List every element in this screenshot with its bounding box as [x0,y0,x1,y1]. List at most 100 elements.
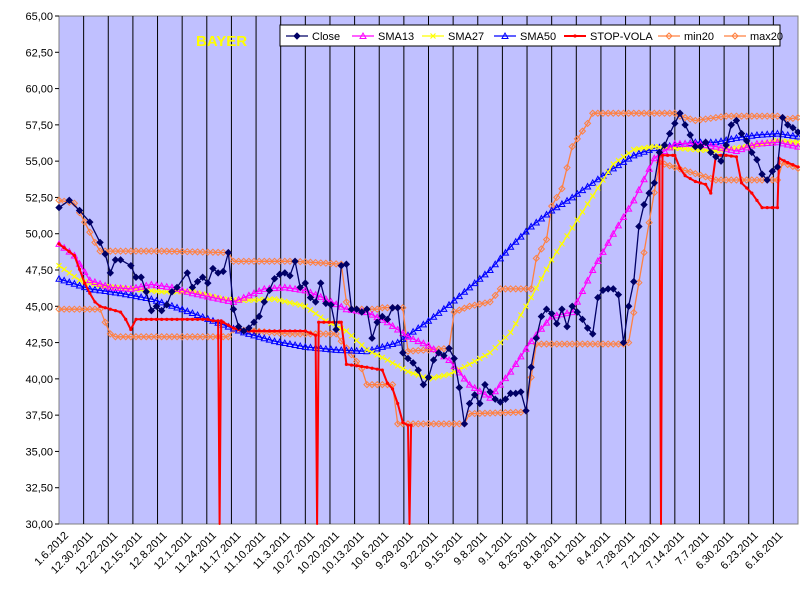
data-point [66,269,73,276]
data-point [383,318,392,326]
data-point [568,193,577,201]
data-point [360,364,364,369]
legend-item-sma50: SMA50 [494,31,556,43]
data-point [383,315,392,324]
data-point [650,109,659,117]
data-point [589,193,596,199]
data-point [121,290,130,298]
data-point [209,333,217,341]
data-point [168,333,176,341]
data-point [630,308,638,317]
data-point [80,218,89,226]
data-point [655,109,664,117]
data-point [640,147,648,155]
data-point [267,329,272,333]
data-point [532,334,540,342]
data-point [399,365,406,372]
data-point [506,367,515,375]
data-point [640,248,648,257]
data-point [111,247,120,255]
data-point [306,343,315,351]
data-point [75,206,84,215]
data-point [796,165,800,169]
data-point [370,366,374,370]
data-point [424,316,433,324]
data-point [296,341,305,349]
data-point [429,420,438,428]
data-point [401,420,405,424]
data-point [168,288,176,296]
data-point [619,109,628,117]
data-point [224,296,233,304]
data-point [589,340,597,348]
data-point [245,329,253,337]
data-point [183,287,192,295]
data-point [553,319,561,328]
data-point [358,308,366,316]
data-point [260,298,268,306]
data-point [209,248,217,256]
data-point [747,141,756,149]
data-point [75,305,84,313]
data-point [229,305,238,313]
data-point [65,305,73,313]
data-point [487,349,494,356]
data-point [96,279,104,287]
data-point [523,303,529,310]
data-point [301,342,310,350]
data-point [286,339,294,348]
data-point [342,260,351,268]
data-point [641,145,647,152]
data-point [265,335,274,343]
data-point [687,146,694,153]
data-point [375,367,379,371]
data-point [275,338,284,346]
data-point [742,176,751,184]
data-point [578,186,587,194]
data-point [188,289,197,297]
data-point [578,127,587,135]
data-point [686,115,694,123]
data-point [216,319,220,323]
data-point [71,273,78,280]
data-point [229,257,238,265]
data-point [265,257,274,265]
data-point [522,285,530,293]
data-point [645,218,653,227]
data-point [113,309,118,313]
legend-item-min20: min20 [658,31,714,43]
data-point [646,144,653,151]
data-point [712,176,720,184]
data-point [193,310,202,318]
data-point [506,408,515,417]
data-point [722,112,730,120]
data-point [704,182,708,186]
data-point [573,34,577,38]
data-point [365,365,369,369]
data-point [327,320,331,324]
data-point [76,277,83,284]
data-point [527,285,535,293]
y-tick-label: 55,00 [25,156,53,168]
data-point [460,287,469,295]
data-point [96,286,104,294]
data-point [450,296,459,304]
data-point [239,293,248,301]
data-point [388,321,397,329]
data-point [147,280,156,288]
data-point [424,420,433,428]
data-point [255,312,263,321]
data-point [332,260,340,268]
data-point [137,293,145,301]
data-point [322,344,330,352]
data-point [373,344,382,352]
data-point [394,362,401,369]
data-point [409,359,417,367]
data-point [583,119,592,128]
chart-title: BAYER [196,33,247,50]
data-point [152,281,161,289]
data-point [158,288,165,295]
data-point [435,349,443,357]
data-point [460,304,469,312]
data-point [148,287,155,294]
